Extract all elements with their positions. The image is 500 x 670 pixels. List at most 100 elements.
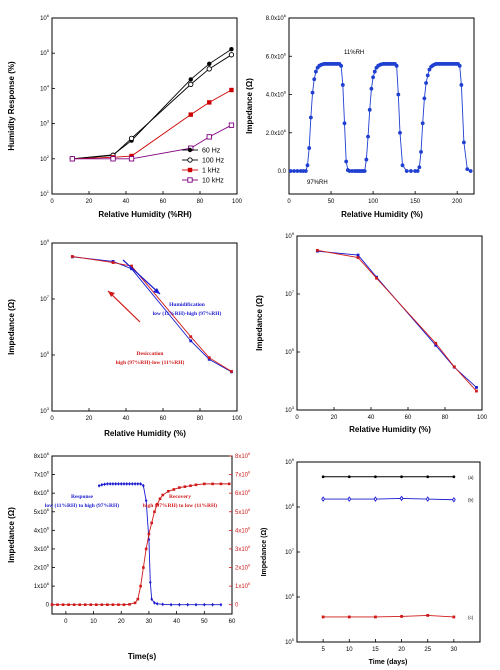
x-tick-label: 20 — [118, 619, 125, 625]
series-line — [72, 54, 232, 160]
data-point — [111, 261, 115, 264]
y-tick-label: 108 — [285, 502, 295, 511]
y-tick-label: 5x106 — [235, 507, 251, 516]
series-10 kHz — [69, 122, 235, 162]
y-tick-label: 0.0 — [278, 169, 287, 175]
data-point — [111, 603, 115, 607]
data-point — [371, 75, 375, 80]
panel-a-legend: 60 Hz 100 Hz 1 kHz 10 kHz — [182, 148, 225, 185]
panel-c-desiccation-title: Desiccation — [137, 351, 164, 357]
data-point — [89, 603, 93, 607]
data-point — [426, 475, 430, 479]
legend-marker — [187, 147, 193, 153]
data-point — [367, 107, 372, 112]
data-point — [103, 482, 106, 487]
data-point — [142, 566, 145, 569]
data-point — [155, 503, 159, 506]
data-point — [131, 481, 134, 486]
data-point — [128, 603, 131, 606]
data-point — [229, 46, 234, 52]
y-tick-label: 105 — [40, 48, 50, 57]
x-tick-label: 100 — [232, 416, 243, 422]
data-point — [292, 169, 296, 173]
y-tick-label: 7x106 — [34, 470, 50, 479]
data-point — [167, 490, 170, 493]
y-tick-label: 3x106 — [34, 544, 50, 553]
data-point — [394, 63, 399, 68]
y-tick-label: 6.0x106 — [266, 51, 287, 60]
x-tick-label: 30 — [146, 619, 153, 625]
data-point — [434, 343, 438, 347]
data-point — [108, 481, 112, 486]
x-tick-label: 15 — [372, 647, 379, 653]
series-line — [323, 497, 454, 501]
data-point — [452, 475, 456, 479]
x-tick-label: 25 — [424, 647, 431, 653]
panel-a-y-axis: 101 102 103 104 105 106 — [40, 13, 55, 198]
panel-e-response-recovery: 0 10 20 30 40 50 60 0 1x106 2x106 3x106 4x106 5x106… — [7, 451, 251, 661]
panel-c-x-axis: 0 20 40 60 80 100 — [50, 408, 243, 422]
data-point — [125, 481, 129, 486]
data-point — [400, 615, 403, 618]
y-tick-label: 6x106 — [235, 488, 251, 497]
panel-c-hysteresis: 0 20 40 60 80 100 103 105 107 109 Humidification… — [7, 238, 243, 438]
y-tick-label: 6x106 — [34, 488, 50, 497]
data-point — [106, 603, 109, 607]
panel-e-frame — [51, 455, 233, 615]
x-tick-label: 0 — [50, 416, 54, 422]
data-point — [139, 584, 142, 588]
data-point — [50, 603, 54, 607]
y-tick-label: 107 — [40, 294, 50, 303]
panel-b-impedance-cycling: 0 50 100 150 200 0.0 2.0x106 4.0x106 6.0x106 8.0… — [245, 13, 475, 219]
y-tick-label: 106 — [40, 13, 50, 22]
y-tick-label: 1x106 — [34, 581, 50, 590]
data-point — [451, 496, 456, 503]
data-point — [188, 77, 193, 82]
x-tick-label: 20 — [398, 647, 405, 653]
data-point — [424, 81, 428, 85]
panel-c-humidification-range: low (11%RH)-high (97%RH) — [153, 310, 222, 317]
data-point — [475, 386, 478, 389]
legend-marker — [187, 177, 193, 183]
series-label: (b) — [468, 498, 474, 503]
panel-b-xlabel: Relative Humidity (%) — [341, 210, 423, 219]
y-tick-label: 104 — [40, 83, 50, 92]
panel-e-series — [50, 481, 231, 607]
x-tick-label: 20 — [86, 199, 93, 205]
x-tick-label: 50 — [328, 199, 335, 205]
x-tick-label: 40 — [123, 199, 130, 205]
data-point — [425, 73, 430, 78]
data-point — [398, 130, 402, 135]
data-point — [129, 153, 134, 159]
data-point — [188, 81, 194, 88]
data-point — [136, 597, 140, 601]
series-(c) — [321, 614, 456, 619]
y-tick-label: 103 — [40, 119, 50, 128]
data-point — [452, 615, 456, 619]
data-point — [419, 150, 423, 154]
data-point — [372, 69, 377, 74]
data-point — [312, 77, 317, 82]
series-line — [72, 256, 232, 372]
panel-a-series — [69, 46, 235, 162]
x-tick-label: 10 — [346, 647, 353, 653]
panel-a-humidity-response: 0 20 40 60 80 100 101 102 103 104 105 106 60 Hz 100… — [7, 13, 243, 219]
panel-f-frame — [296, 461, 481, 643]
data-point — [119, 481, 123, 486]
data-point — [400, 475, 403, 479]
data-point — [207, 100, 212, 105]
x-tick-label: 60 — [229, 619, 236, 625]
x-tick-label: 150 — [410, 199, 421, 205]
x-tick-label: 0 — [50, 199, 54, 205]
panel-b-series — [288, 62, 473, 173]
y-tick-label: 2x106 — [34, 563, 50, 572]
data-point — [158, 497, 162, 501]
legend-label: 100 Hz — [202, 158, 225, 165]
data-point — [400, 163, 405, 168]
data-point — [122, 481, 126, 486]
data-point — [375, 276, 378, 280]
y-tick-label: 109 — [285, 457, 295, 466]
data-point — [153, 600, 156, 605]
y-tick-label: 4x106 — [34, 525, 50, 534]
data-point — [150, 521, 153, 525]
